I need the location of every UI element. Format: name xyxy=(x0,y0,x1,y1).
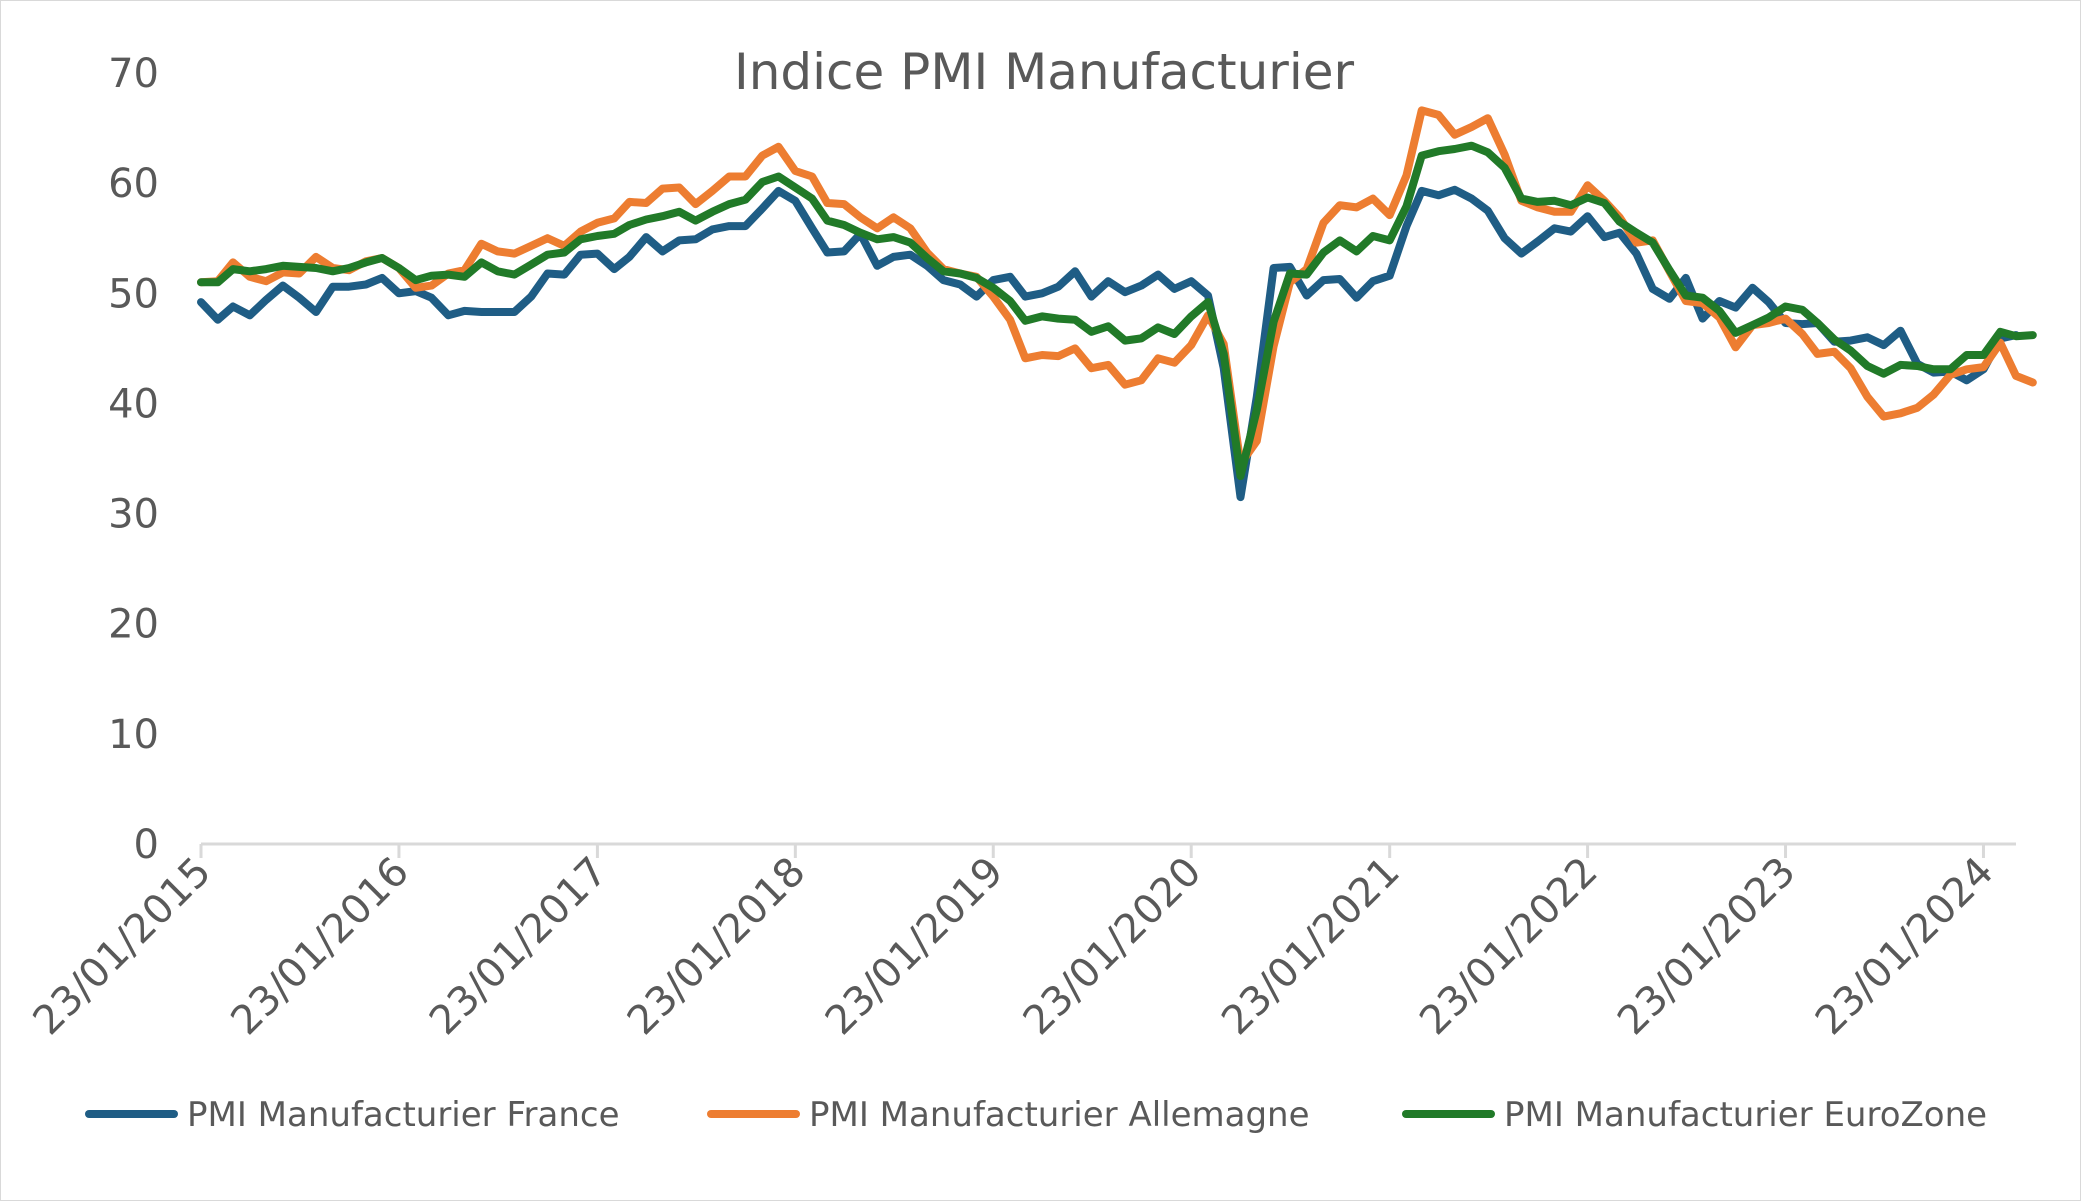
legend-label: PMI Manufacturier EuroZone xyxy=(1504,1095,1987,1135)
y-tick-label: 10 xyxy=(108,712,159,758)
x-tick-label: 23/01/2015 xyxy=(25,849,221,1045)
x-tick-label: 23/01/2023 xyxy=(1609,849,1805,1045)
legend-label: PMI Manufacturier France xyxy=(187,1095,620,1135)
x-tick-label: 23/01/2018 xyxy=(619,849,815,1045)
y-tick-label: 60 xyxy=(108,161,159,207)
series-line-3 xyxy=(197,141,2037,481)
x-tick-label: 23/01/2019 xyxy=(817,849,1013,1045)
x-tick-label: 23/01/2020 xyxy=(1015,849,1211,1045)
x-tick-label: 23/01/2022 xyxy=(1411,849,1607,1045)
y-tick-label: 70 xyxy=(108,51,159,97)
x-tick-label: 23/01/2024 xyxy=(1807,849,2003,1045)
x-axis: 23/01/2015 23/01/2016 23/01/2017 23/01/2018… xyxy=(25,842,2016,1045)
y-tick-label: 30 xyxy=(108,492,159,538)
y-axis-ticks: 0 10 20 30 40 50 60 70 xyxy=(108,51,159,868)
x-tick-label: 23/01/2016 xyxy=(222,849,418,1045)
y-tick-label: 20 xyxy=(108,602,159,648)
legend: PMI Manufacturier France PMI Manufacturie… xyxy=(85,1095,1987,1135)
legend-label: PMI Manufacturier Allemagne xyxy=(809,1095,1310,1135)
y-tick-label: 50 xyxy=(108,271,159,317)
x-tick-label: 23/01/2017 xyxy=(421,849,617,1045)
series-line-2 xyxy=(197,106,2037,468)
y-tick-label: 40 xyxy=(108,381,159,427)
y-tick-label: 0 xyxy=(134,822,159,868)
series-line-1 xyxy=(197,185,2020,502)
series-lines xyxy=(197,106,2037,502)
x-tick-label: 23/01/2021 xyxy=(1213,849,1409,1045)
chart-title: Indice PMI Manufacturier xyxy=(734,43,1355,101)
